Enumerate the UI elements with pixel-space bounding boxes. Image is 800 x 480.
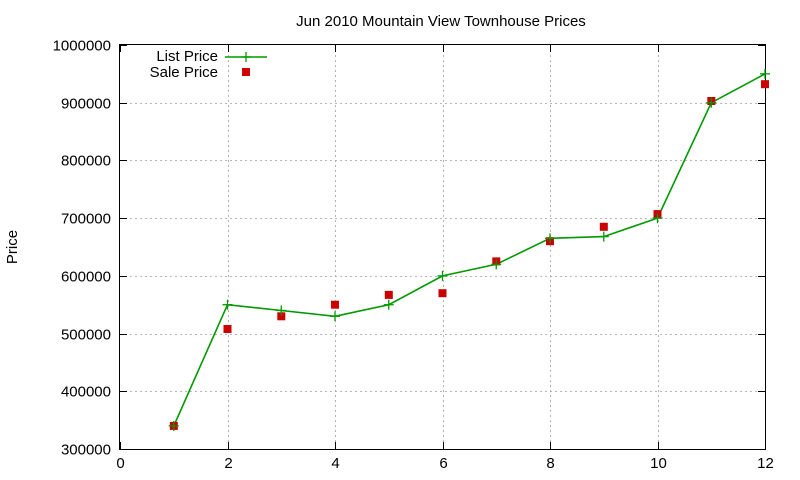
series-marks xyxy=(168,68,770,431)
sale-price-point xyxy=(223,325,232,333)
y-tick-label: 1000000 xyxy=(53,38,111,55)
list-price-point xyxy=(330,311,340,322)
legend-label-list-price: List Price xyxy=(156,48,218,65)
y-tick-label: 700000 xyxy=(61,211,111,228)
y-tick-label: 600000 xyxy=(61,269,111,286)
list-price-point xyxy=(706,97,717,108)
sale-price-point xyxy=(331,300,339,309)
list-price-point xyxy=(222,299,233,310)
axis-ticks: 300000 400000 500000 600000 700000 800000 9000… xyxy=(53,38,774,473)
list-price-point xyxy=(760,68,770,79)
y-tick-label: 300000 xyxy=(61,442,111,459)
grid-lines xyxy=(120,45,765,449)
legend-marker-sale-price xyxy=(242,68,250,76)
plot-frame xyxy=(119,44,766,450)
y-tick-label: 400000 xyxy=(61,384,111,401)
x-tick-label: 8 xyxy=(546,455,554,472)
x-tick-label: 4 xyxy=(331,455,339,472)
y-tick-label: 900000 xyxy=(61,96,111,113)
list-price-line xyxy=(173,73,766,427)
x-tick-label: 6 xyxy=(439,455,447,472)
x-tick-label: 2 xyxy=(224,455,232,472)
list-price-point xyxy=(276,305,287,316)
sale-price-point xyxy=(438,289,447,298)
x-tick-label: 10 xyxy=(650,455,667,472)
y-tick-label: 800000 xyxy=(61,153,111,170)
sale-price-point xyxy=(277,312,286,321)
sale-price-point xyxy=(384,290,393,299)
list-price-point xyxy=(545,233,555,244)
x-tick-label: 12 xyxy=(757,455,774,472)
chart-title: Jun 2010 Mountain View Townhouse Prices xyxy=(296,13,586,30)
sale-price-point xyxy=(599,222,608,231)
legend-label-sale-price: Sale Price xyxy=(150,64,218,81)
y-tick-label: 500000 xyxy=(61,327,111,344)
list-price-point xyxy=(652,213,663,224)
x-tick-label: 0 xyxy=(116,455,124,472)
list-price-point xyxy=(598,231,609,242)
list-price-point xyxy=(491,259,502,270)
list-price-point xyxy=(437,270,448,281)
list-price-point xyxy=(383,299,394,310)
legend-marker-list-price xyxy=(241,52,251,62)
list-price-point xyxy=(168,420,179,431)
sale-price-point xyxy=(761,80,769,89)
y-axis-label: Price xyxy=(4,230,21,264)
